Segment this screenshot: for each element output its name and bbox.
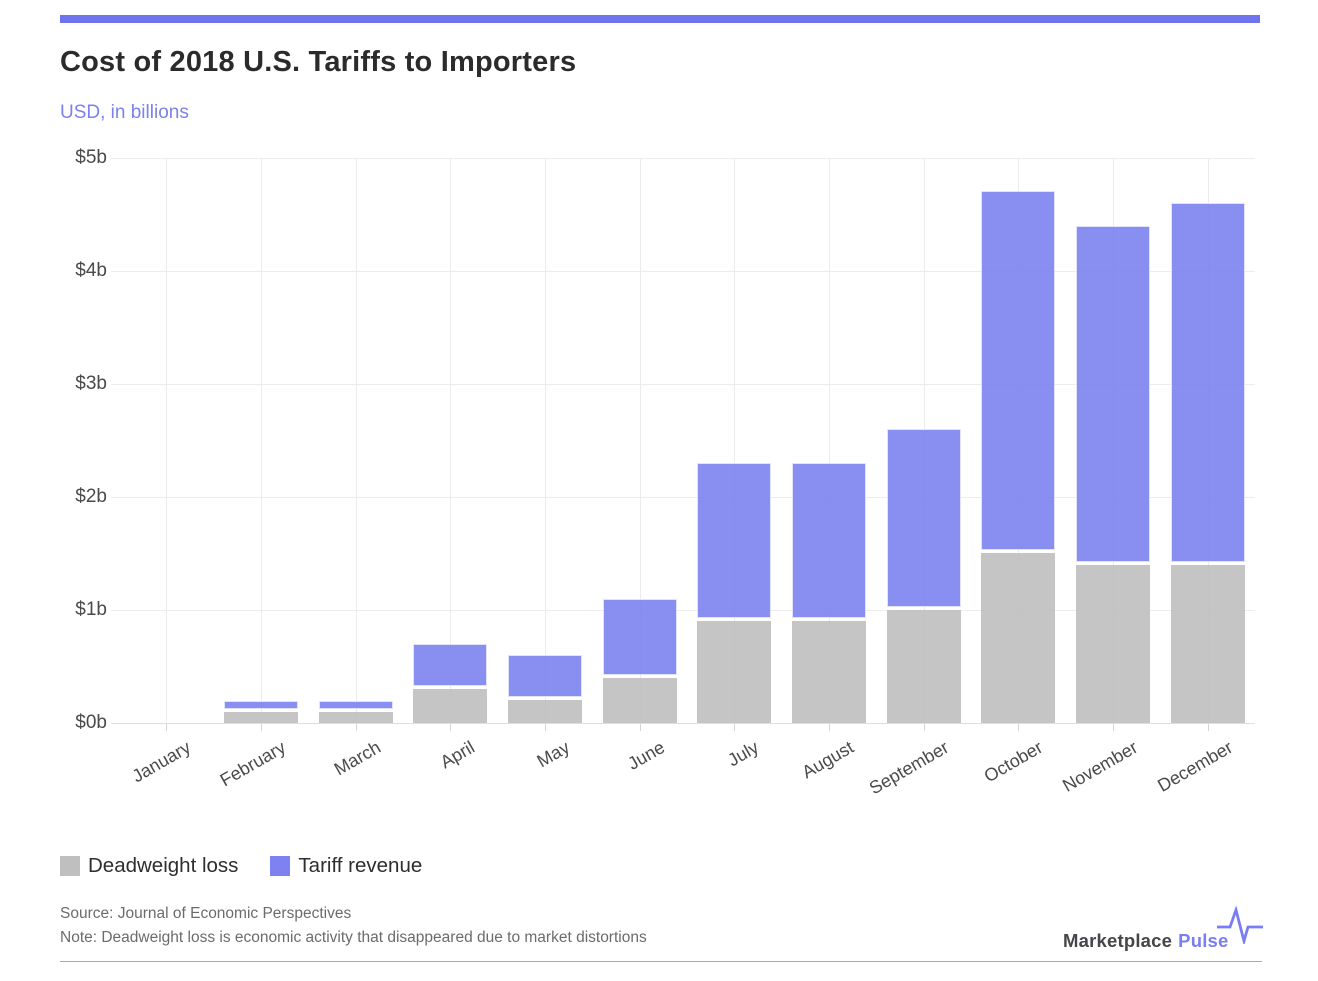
source-text: Source: Journal of Economic Perspectives (60, 905, 352, 922)
bar-april-tariff-revenue (413, 644, 488, 686)
x-gridline (355, 158, 357, 723)
logo-text-marketplace: Marketplace (1063, 930, 1173, 951)
bar-october-tariff-revenue (981, 191, 1056, 550)
x-axis-tick (639, 723, 641, 731)
x-axis-tick (1113, 723, 1114, 731)
bar-july-deadweight-loss (697, 621, 772, 723)
plot-area: $0b $1b $2b $3b $4b $5b January February March Ap… (75, 147, 1255, 798)
bar-june-tariff-revenue (602, 599, 677, 675)
chart-subtitle: USD, in billions (60, 102, 189, 123)
bar-october-deadweight-loss (981, 553, 1056, 723)
x-axis-tick (261, 723, 262, 731)
pulse-heartbeat-icon (1217, 906, 1263, 944)
bar-march-deadweight-loss (318, 712, 393, 723)
y-gridline (111, 158, 1255, 159)
bottom-divider (60, 961, 1262, 962)
x-label-march: March (330, 737, 384, 780)
bar-november-deadweight-loss (1076, 565, 1150, 723)
x-label-february: February (216, 737, 289, 791)
x-axis-tick (1207, 723, 1209, 731)
bar-may-deadweight-loss (508, 700, 582, 723)
legend: Deadweight loss Tariff revenue (60, 854, 422, 878)
x-axis-tick (450, 723, 452, 731)
y-axis-label-4b: $4b (75, 260, 107, 281)
x-label-may: May (533, 737, 573, 772)
x-label-december: December (1153, 737, 1236, 796)
x-gridline (829, 158, 830, 723)
bar-february-deadweight-loss (224, 712, 298, 723)
y-gridline (111, 497, 1255, 498)
y-axis-label-1b: $1b (75, 599, 107, 620)
x-axis-tick (355, 723, 357, 731)
x-axis-tick (829, 723, 830, 731)
x-gridline (261, 158, 262, 723)
x-label-november: November (1059, 737, 1141, 796)
y-gridline (111, 271, 1255, 272)
x-gridline (639, 158, 641, 723)
bar-august-tariff-revenue (792, 463, 866, 618)
logo-text-pulse: Pulse (1178, 930, 1229, 951)
bar-april-deadweight-loss (413, 689, 488, 723)
bar-september-deadweight-loss (886, 610, 961, 723)
bar-december-deadweight-loss (1170, 565, 1245, 723)
bar-june-deadweight-loss (602, 678, 677, 723)
x-gridline (545, 158, 546, 723)
x-axis-tick (166, 723, 168, 731)
bar-august-deadweight-loss (792, 621, 866, 723)
x-axis-tick (923, 723, 925, 731)
x-axis-tick (1018, 723, 1020, 731)
legend-swatch (60, 856, 80, 876)
marketplace-pulse-logo[interactable]: Marketplace Pulse (1063, 906, 1263, 952)
x-label-july: July (724, 737, 763, 771)
x-gridline (166, 158, 168, 723)
x-axis-baseline (111, 723, 1255, 724)
x-label-january: January (128, 737, 195, 787)
bar-february-tariff-revenue (224, 701, 298, 709)
legend-item-tariff-revenue: Tariff revenue (270, 854, 422, 878)
top-accent-bar (60, 15, 1260, 23)
bar-november-tariff-revenue (1076, 226, 1150, 562)
legend-label: Tariff revenue (298, 854, 423, 877)
x-axis-tick (734, 723, 736, 731)
legend-item-deadweight-loss: Deadweight loss (60, 854, 238, 878)
chart-title: Cost of 2018 U.S. Tariffs to Importers (60, 46, 577, 78)
bar-may-tariff-revenue (508, 655, 582, 697)
y-axis-label-3b: $3b (75, 373, 107, 394)
y-gridline (111, 610, 1255, 611)
x-gridline (734, 158, 736, 723)
x-label-august: August (798, 737, 857, 783)
y-axis-label-2b: $2b (75, 486, 107, 507)
footnote-text: Note: Deadweight loss is economic activi… (60, 929, 647, 946)
bar-july-tariff-revenue (697, 463, 772, 618)
legend-label: Deadweight loss (88, 854, 239, 877)
bar-december-tariff-revenue (1170, 203, 1245, 562)
x-label-october: October (980, 737, 1047, 787)
y-gridline (111, 384, 1255, 385)
y-axis-label-5b: $5b (75, 147, 107, 168)
bar-september-tariff-revenue (886, 429, 961, 607)
legend-swatch (270, 856, 291, 876)
bar-march-tariff-revenue (318, 701, 393, 709)
x-label-april: April (437, 737, 479, 773)
x-axis-tick (545, 723, 546, 731)
x-label-june: June (623, 737, 668, 774)
y-axis-label-0b: $0b (75, 712, 107, 733)
x-label-september: September (865, 737, 952, 799)
x-gridline (450, 158, 452, 723)
